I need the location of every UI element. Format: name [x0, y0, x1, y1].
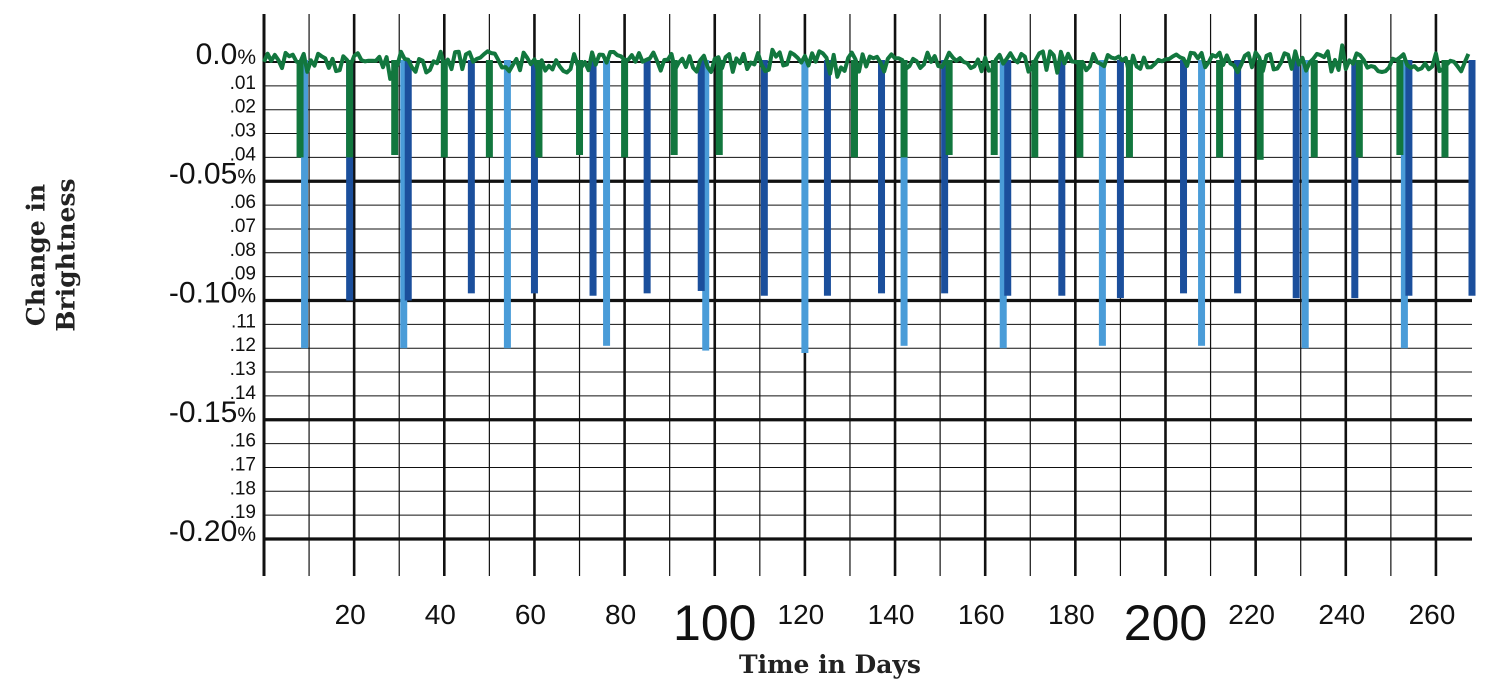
dip-bar	[1310, 60, 1318, 158]
y-minor-tick-label: .19	[230, 502, 256, 523]
y-minor-tick-label: .17	[230, 454, 256, 475]
dip-bar	[760, 60, 768, 296]
dip-bar	[823, 60, 831, 296]
dip-bar	[801, 60, 809, 353]
dip-bar	[850, 60, 858, 158]
x-tick-label: 220	[1228, 599, 1275, 630]
x-tick-label: 140	[868, 599, 915, 630]
y-minor-tick-label: .06	[230, 192, 256, 213]
x-tick-label: 120	[778, 599, 825, 630]
dip-bar	[1396, 60, 1404, 156]
y-minor-tick-label: .18	[230, 478, 256, 499]
dip-bar	[621, 60, 629, 158]
dip-bar	[1256, 60, 1264, 160]
y-minor-tick-label: .13	[230, 359, 256, 380]
x-tick-label: 100	[673, 595, 756, 651]
y-minor-tick-label: .03	[230, 121, 256, 142]
dip-bar	[301, 60, 309, 349]
dip-bar	[485, 60, 493, 158]
y-minor-tick-label: .02	[230, 97, 256, 118]
dip-bar	[1292, 60, 1300, 299]
dip-bar	[576, 60, 584, 156]
dip-bar	[535, 60, 543, 158]
y-major-tick-label: -0.05%	[169, 157, 256, 190]
dip-bar	[1125, 60, 1133, 158]
dip-bar	[945, 60, 953, 156]
baseline-noise-line	[262, 43, 1471, 81]
y-major-tick-label: -0.20%	[169, 515, 256, 548]
y-axis-title-wrap: Change in Brightness	[4, 120, 100, 390]
dip-bar	[1058, 60, 1066, 296]
y-minor-tick-label: .04	[230, 144, 257, 165]
dip-bar	[1400, 60, 1408, 349]
y-axis-title-line2: Brightness	[52, 178, 81, 332]
dip-bar	[941, 60, 949, 294]
x-tick-label: 240	[1318, 599, 1365, 630]
dip-bar	[1116, 60, 1124, 299]
dip-bar	[404, 60, 412, 301]
dip-bar	[643, 60, 651, 294]
dip-bar	[1468, 60, 1476, 296]
dip-bar	[589, 60, 597, 296]
dip-bar	[1441, 60, 1449, 158]
y-minor-tick-label: .11	[231, 311, 256, 332]
x-tick-label: 60	[515, 599, 546, 630]
y-minor-tick-label: .01	[230, 73, 256, 94]
x-tick-label: 160	[958, 599, 1005, 630]
dip-bar	[503, 60, 511, 349]
dip-bar	[670, 60, 678, 156]
x-tick-label: 200	[1124, 595, 1207, 651]
dip-bar	[999, 60, 1007, 349]
dip-bar	[1076, 60, 1084, 158]
dip-bar	[346, 60, 354, 158]
dip-bar	[1031, 60, 1039, 158]
y-minor-tick-label: .08	[230, 240, 256, 261]
x-tick-label: 20	[335, 599, 366, 630]
dip-bar	[530, 60, 538, 294]
dip-bar	[1301, 60, 1309, 349]
y-major-tick-label: 0.0%	[196, 38, 256, 71]
dip-bar	[1405, 60, 1413, 296]
y-major-tick-label: -0.15%	[169, 396, 256, 429]
dip-bar	[1355, 60, 1363, 158]
dip-bar	[1198, 60, 1206, 346]
x-tick-label: 80	[605, 599, 636, 630]
y-axis-title-line1: Change in	[22, 183, 51, 327]
x-axis-title: Time in Days	[738, 650, 922, 679]
dip-bar	[440, 60, 448, 158]
dip-bar	[400, 60, 408, 349]
dip-bar	[697, 60, 705, 291]
x-tick-label: 40	[425, 599, 456, 630]
dip-bar	[296, 60, 304, 158]
dip-bar	[1098, 60, 1106, 346]
y-major-tick-label: -0.10%	[169, 277, 256, 310]
y-minor-tick-label: .12	[230, 335, 256, 356]
dip-bar	[1351, 60, 1359, 299]
y-minor-tick-label: .14	[230, 383, 257, 404]
dip-bar	[878, 60, 886, 294]
dip-bar	[467, 60, 475, 294]
dip-bar	[990, 60, 998, 156]
dip-bar	[391, 60, 399, 156]
dip-bar	[715, 60, 723, 156]
y-axis-title: Change in Brightness	[22, 178, 82, 331]
dip-bar	[900, 60, 908, 158]
dip-bar	[1004, 60, 1012, 296]
y-minor-tick-label: .16	[230, 431, 256, 452]
x-tick-label: 180	[1048, 599, 1095, 630]
dip-bar	[1216, 60, 1224, 158]
y-minor-tick-label: .07	[230, 216, 256, 237]
dip-bar	[346, 60, 354, 301]
dip-bar	[603, 60, 611, 346]
dip-bar	[1180, 60, 1188, 294]
y-minor-tick-label: .09	[230, 264, 256, 285]
x-tick-label: 260	[1409, 599, 1456, 630]
dip-bar	[1234, 60, 1242, 294]
dip-bar	[900, 60, 908, 346]
dip-bar	[702, 60, 710, 351]
